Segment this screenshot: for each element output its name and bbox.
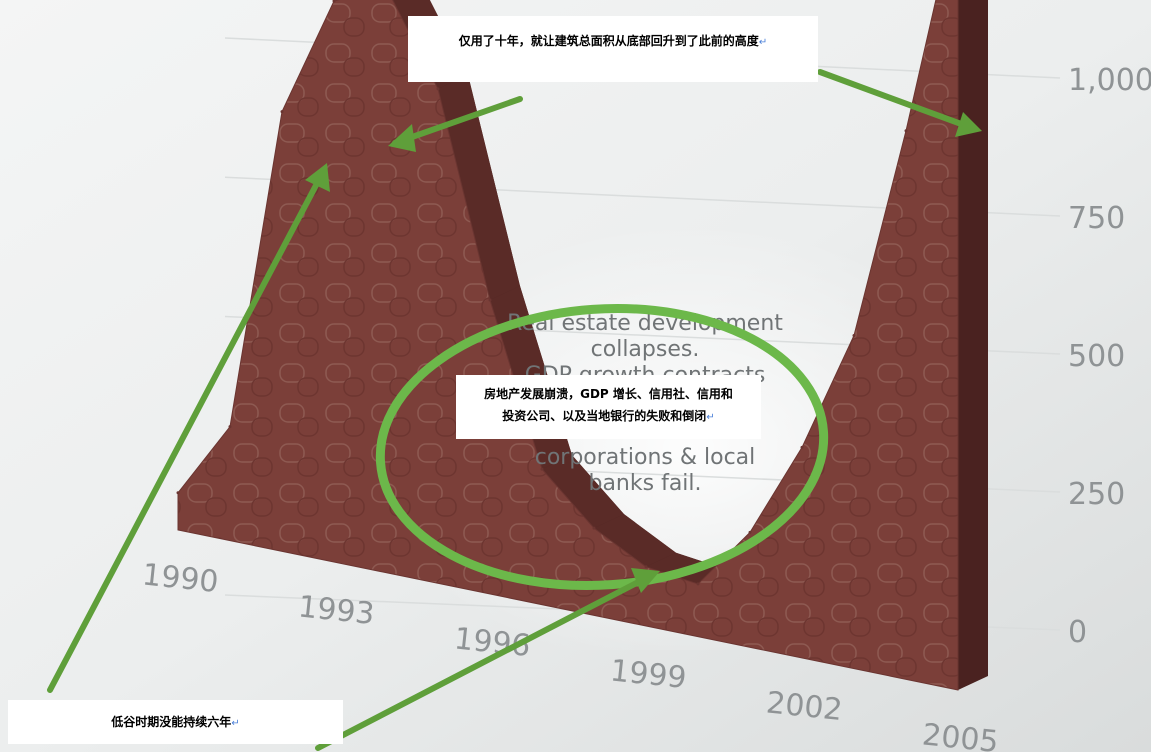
background-text-line: collapses.: [591, 337, 700, 362]
y-tick-label: 500: [1068, 339, 1125, 374]
paragraph-mark: ↵: [231, 718, 240, 729]
area-top-strip: [438, 74, 520, 300]
callout-bottom: 低谷时期没能持续六年↵: [8, 700, 343, 744]
background-text-line: banks fail.: [588, 471, 701, 496]
y-axis-ticks: 0 250 500 750 1,000: [1068, 63, 1151, 650]
arrow-bottom-left: [47, 169, 326, 693]
arrows: [47, 69, 982, 751]
x-tick-label: 1999: [609, 653, 689, 696]
y-tick-label: 0: [1068, 615, 1087, 650]
callout-top: 仅用了十年，就让建筑总面积从底部回升到了此前的高度↵: [408, 16, 818, 82]
data-point: [176, 491, 180, 495]
data-point: [644, 565, 648, 569]
arrow-top-right-head: [955, 112, 982, 137]
callout-top-text: 仅用了十年，就让建筑总面积从底部回升到了此前的高度: [458, 34, 759, 48]
data-point: [904, 129, 908, 133]
x-tick-label: 2005: [921, 717, 1001, 752]
callout-bottom-text: 低谷时期没能持续六年: [111, 715, 232, 729]
arrow-top-left-head: [388, 124, 416, 152]
callout-middle-line2: 投资公司、以及当地银行的失败和倒闭: [502, 409, 707, 423]
arrow-top-left: [392, 96, 523, 146]
x-tick-label: 2002: [765, 685, 845, 728]
data-point: [540, 467, 544, 471]
background-text-line: corporations & local: [535, 445, 756, 470]
area-right-side: [958, 0, 988, 690]
y-tick-label: 250: [1068, 477, 1125, 512]
arrow-top-right: [817, 69, 975, 131]
area-top-strip: [594, 514, 676, 567]
data-point: [228, 425, 232, 429]
x-tick-label: 1990: [141, 557, 221, 600]
x-tick-label: 1993: [297, 589, 377, 632]
callout-middle: 房地产发展崩溃，GDP 增长、信用社、信用和 投资公司、以及当地银行的失败和倒闭…: [456, 375, 761, 439]
area-top-strip: [542, 455, 624, 529]
arrow-bottom-center: [315, 573, 653, 751]
data-point: [748, 530, 752, 534]
y-tick-label: 750: [1068, 201, 1125, 236]
data-point: [852, 333, 856, 337]
data-point: [436, 87, 440, 91]
data-point: [592, 526, 596, 530]
data-point: [800, 445, 804, 449]
data-point: [280, 110, 284, 114]
callout-middle-line1: 房地产发展崩溃，GDP 增长、信用社、信用和: [484, 387, 733, 401]
paragraph-mark: ↵: [758, 37, 768, 48]
arrow-bottom-left-head: [305, 163, 330, 192]
data-point: [332, 0, 336, 3]
paragraph-mark: ↵: [706, 412, 715, 423]
data-point: [488, 298, 492, 302]
arrow-bottom-center-head: [631, 568, 660, 593]
highlight-ellipse: [375, 303, 829, 591]
data-point: [696, 582, 700, 586]
y-tick-label: 1,000: [1068, 63, 1151, 98]
